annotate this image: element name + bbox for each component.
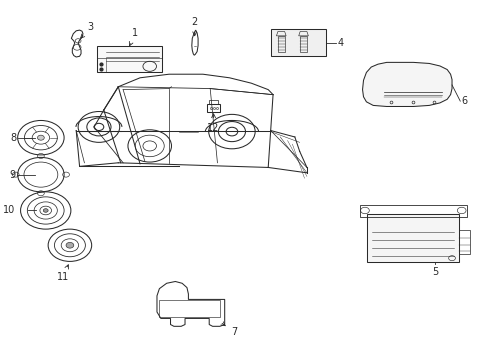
FancyBboxPatch shape <box>366 214 458 262</box>
Circle shape <box>66 242 74 248</box>
Circle shape <box>38 135 44 140</box>
FancyBboxPatch shape <box>270 30 325 56</box>
Text: 2: 2 <box>191 17 198 36</box>
Text: 9: 9 <box>9 170 15 180</box>
FancyBboxPatch shape <box>96 45 162 72</box>
Polygon shape <box>362 62 451 107</box>
Text: 1: 1 <box>129 28 138 46</box>
Text: 7: 7 <box>221 322 237 337</box>
Text: 8: 8 <box>11 133 17 143</box>
Circle shape <box>43 209 48 212</box>
Text: 11: 11 <box>57 265 69 282</box>
Text: 10: 10 <box>3 206 15 216</box>
Text: 4: 4 <box>337 38 343 48</box>
Text: 12: 12 <box>207 114 219 133</box>
Text: 6: 6 <box>460 96 467 106</box>
Text: 5: 5 <box>431 267 437 277</box>
Text: 3: 3 <box>81 22 94 38</box>
